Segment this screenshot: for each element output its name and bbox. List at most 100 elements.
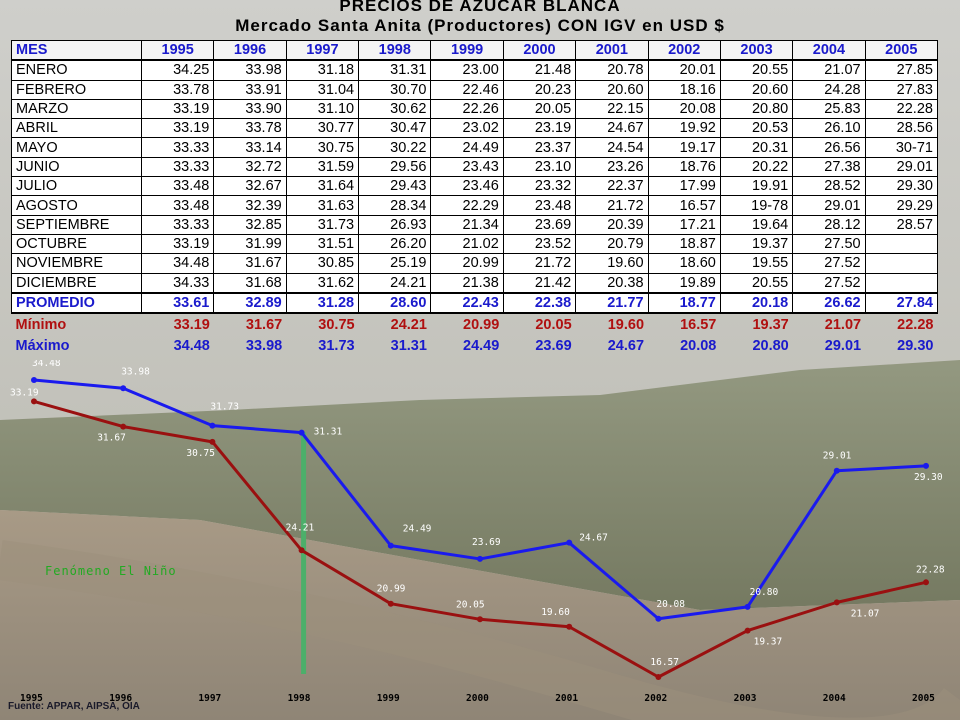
data-label: 20.08: [656, 599, 685, 610]
data-label: 21.07: [851, 608, 880, 619]
table-cell: 27.52: [792, 272, 866, 294]
data-point: [744, 627, 751, 634]
table-cell: 24.49: [430, 137, 504, 158]
data-point: [31, 398, 37, 405]
table-cell: 22.38: [502, 291, 577, 315]
table-cell: 31.51: [285, 233, 360, 255]
table-cell: 23.37: [502, 137, 577, 158]
table-cell: 20.80: [752, 337, 789, 354]
table-cell: 32.89: [213, 291, 287, 315]
data-label: 24.21: [286, 522, 315, 533]
table-cell: 33.61: [140, 291, 215, 315]
table-cell: 34.25: [140, 59, 215, 81]
data-point: [566, 623, 573, 630]
row-label: MES: [11, 40, 142, 62]
data-label: 31.67: [97, 433, 126, 444]
table-cell: 16.57: [680, 316, 717, 333]
table-cell: 20.08: [647, 98, 721, 120]
table-cell: 2004: [792, 40, 866, 62]
table-cell: 31.73: [318, 337, 355, 354]
table-cell: 22.28: [897, 316, 934, 333]
table-cell: 31.64: [285, 176, 360, 197]
table-cell: 27.84: [864, 291, 938, 315]
row-label: PROMEDIO: [11, 291, 142, 315]
data-label: 16.57: [650, 657, 679, 668]
row-label: JUNIO: [11, 156, 142, 178]
table-cell: 30.75: [285, 137, 360, 158]
table-cell: 20.18: [719, 291, 794, 315]
table-cell: 20.23: [502, 79, 577, 100]
table-cell: 21.48: [502, 59, 577, 81]
table-cell: 21.07: [792, 59, 866, 81]
data-point: [655, 674, 662, 680]
table-cell: 20.05: [535, 316, 572, 333]
table-cell: 17.21: [647, 214, 721, 235]
row-label: AGOSTO: [11, 195, 142, 216]
table-cell: 33.48: [140, 176, 215, 197]
row-label: NOVIEMBRE: [11, 253, 142, 274]
table-cell: 22.29: [430, 195, 504, 216]
table-row: NOVIEMBRE 34.48 31.67 30.85 25.19 20.99 21.72 1…: [11, 253, 938, 274]
table-cell: 23.26: [575, 156, 649, 178]
table-cell: 20.60: [575, 79, 649, 100]
table-cell: 22.28: [864, 98, 938, 120]
table-cell: 34.48: [140, 253, 215, 274]
table-cell: 1996: [213, 40, 287, 62]
table-row: JULIO 33.48 32.67 31.64 29.43 23.46 23.32 22.37…: [11, 176, 938, 197]
data-point: [209, 422, 216, 429]
table-cell: [864, 253, 938, 274]
table-cell: 28.60: [358, 291, 432, 315]
table-cell: 33.48: [140, 195, 215, 216]
table-cell: 34.48: [173, 337, 210, 354]
data-label: 30.75: [186, 448, 215, 459]
row-label: MAYO: [11, 137, 142, 158]
table-cell: 32.72: [213, 156, 287, 178]
table-cell: 19.60: [607, 316, 645, 333]
data-label: 20.99: [377, 584, 406, 595]
table-cell: 19.37: [719, 233, 794, 255]
table-cell: 32.39: [213, 195, 287, 216]
table-cell: 24.28: [792, 79, 866, 100]
table-cell: 20.53: [719, 118, 794, 139]
table-cell: 24.21: [390, 316, 427, 333]
row-label: SEPTIEMBRE: [11, 214, 142, 235]
x-tick-label: 1995: [20, 693, 43, 704]
table-cell: 18.77: [647, 291, 721, 315]
table-cell: 19-78: [719, 195, 794, 216]
table-cell: 1997: [285, 40, 360, 62]
table-cell: 29.56: [358, 156, 432, 178]
table-cell: 19.92: [647, 118, 721, 139]
data-label: 24.49: [403, 524, 432, 535]
table-cell: 27.52: [792, 253, 866, 274]
data-label: 23.69: [472, 537, 501, 548]
table-cell: 26.62: [792, 291, 866, 315]
table-cell: 33.90: [213, 98, 287, 120]
table-cell: 29.30: [897, 337, 934, 354]
table-row: SEPTIEMBRE 33.33 32.85 31.73 26.93 21.34 23.69…: [11, 214, 938, 235]
table-cell: 20.39: [575, 214, 649, 235]
data-label: 29.30: [914, 472, 943, 483]
table-cell: 30-71: [864, 137, 938, 158]
table-cell: 29.29: [864, 195, 938, 216]
table-cell: 24.67: [607, 337, 645, 354]
source-note: Fuente: APPAR, AIPSA, OIA: [8, 701, 140, 712]
table-cell: 26.56: [792, 137, 866, 158]
table-cell: 19.37: [752, 316, 789, 333]
table-cell: 26.20: [358, 233, 432, 255]
table-cell: 31.73: [285, 214, 360, 235]
table-cell: 18.60: [647, 253, 721, 274]
table-cell: 21.07: [824, 316, 862, 333]
table-cell: 19.64: [719, 214, 794, 235]
table-row: FEBRERO 33.78 33.91 31.04 30.70 22.46 20.23 20.…: [11, 79, 938, 100]
table-cell: 20.60: [719, 79, 794, 100]
table-cell: 22.46: [430, 79, 504, 100]
table-cell: 1998: [358, 40, 432, 62]
table-cell: 18.87: [647, 233, 721, 255]
table-cell: 20.99: [463, 316, 500, 333]
table-cell: 20.01: [647, 59, 721, 81]
data-label: 19.37: [754, 637, 783, 648]
row-label: OCTUBRE: [11, 233, 142, 255]
table-cell: 31.67: [245, 316, 283, 333]
table-cell: 20.78: [575, 59, 649, 81]
table-cell: 20.31: [719, 137, 794, 158]
